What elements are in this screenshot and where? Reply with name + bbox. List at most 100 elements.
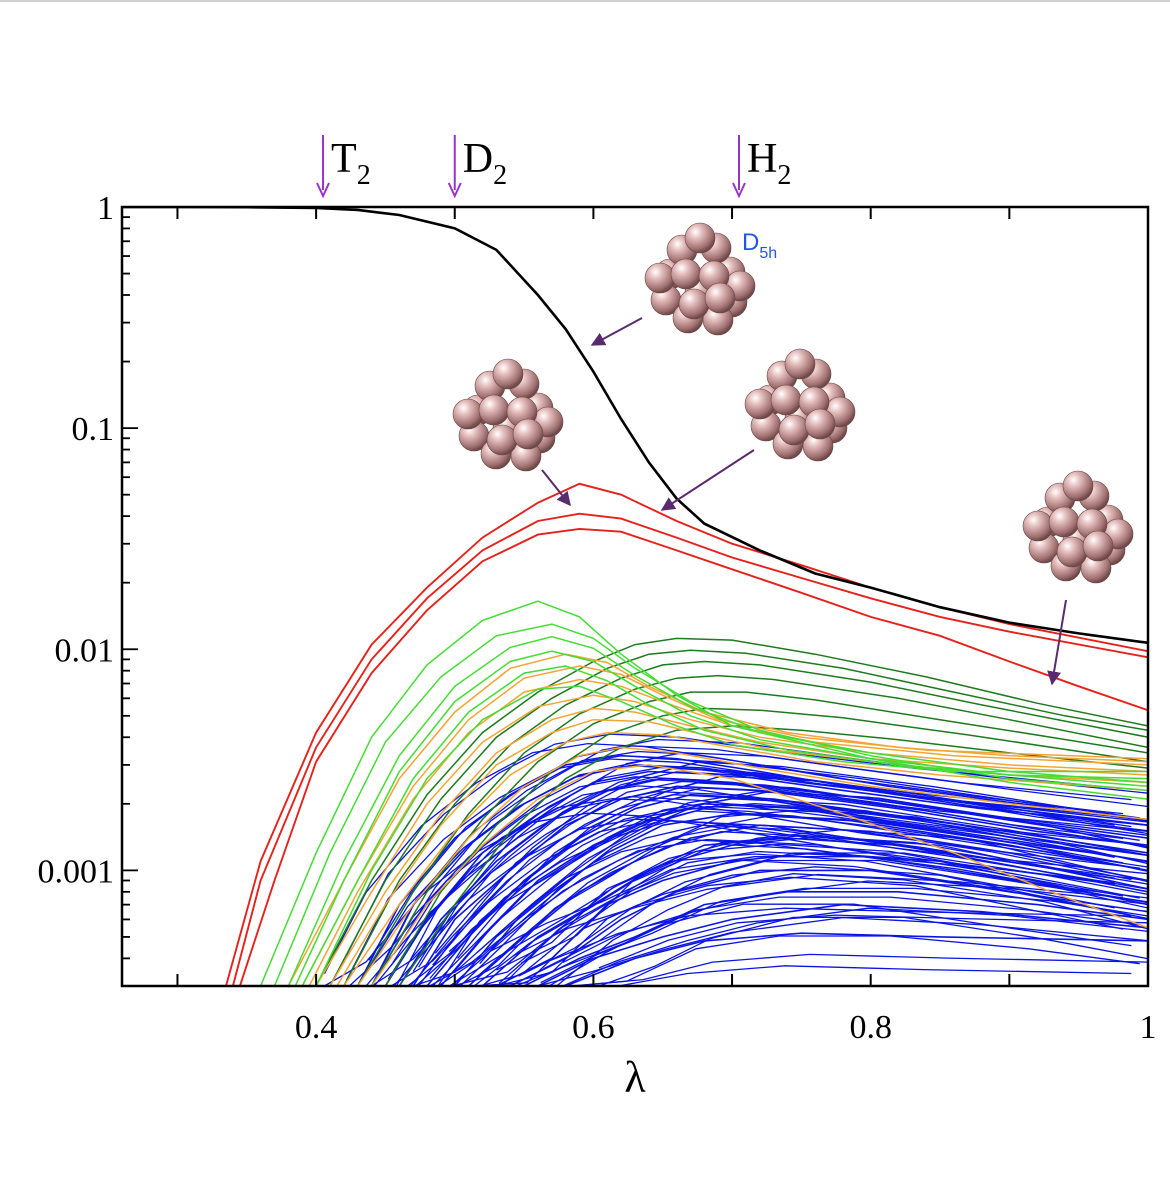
- x-tick-label: 0.6: [572, 1009, 615, 1046]
- series-line-light-green: [273, 623, 1148, 986]
- series-line-blue-fill: [346, 733, 1124, 956]
- symmetry-marker-label: T2: [331, 136, 371, 191]
- series-line-red: [231, 512, 1148, 986]
- series-layer: [122, 207, 1148, 986]
- y-tick-label: 0.1: [72, 411, 115, 448]
- series-line-blue-fill: [573, 953, 1148, 986]
- series-line-blue: [509, 869, 1148, 986]
- series-line-blue-fill: [390, 757, 1140, 967]
- series-line-dark-green: [315, 637, 1148, 986]
- series-line-blue-fill: [521, 829, 1148, 964]
- series-line-blue-fill: [496, 866, 1148, 986]
- atom-sphere: [1022, 510, 1054, 542]
- y-tick-label: 0.001: [38, 853, 115, 890]
- symmetry-marker-label: D2: [463, 136, 507, 191]
- series-line-blue-fill: [323, 742, 1115, 975]
- symmetry-marker-label: H2: [747, 136, 791, 191]
- series-line-blue-fill: [324, 812, 1115, 986]
- marker-arrow-head: [732, 182, 746, 199]
- atom-sphere: [1082, 530, 1114, 562]
- series-line-light-green: [315, 685, 1148, 986]
- series-line-dark-green: [384, 707, 1148, 986]
- x-axis-label: λ: [624, 1053, 646, 1102]
- atom-sphere: [1062, 470, 1094, 502]
- series-line-light-green: [287, 635, 1148, 986]
- atom-sphere: [478, 394, 510, 426]
- atom-sphere: [804, 408, 836, 440]
- series-line-light-green: [294, 650, 1148, 986]
- x-tick-label: 0.8: [849, 1009, 892, 1046]
- cluster-pointer-arrow: [1047, 599, 1067, 686]
- series-line-blue: [481, 837, 1148, 986]
- series-line-blue-fill: [459, 803, 1148, 986]
- top-marker-layer: T2 D2 H2: [316, 135, 791, 199]
- cluster-layer: [452, 222, 1134, 686]
- series-line-orange: [357, 746, 1148, 986]
- atom-sphere: [704, 282, 736, 314]
- d5h-annotation-text: D: [742, 229, 759, 256]
- x-tick-label: 1: [1140, 1009, 1157, 1046]
- cluster-pointer-arrow: [590, 317, 643, 346]
- series-line-blue-fill: [498, 834, 1148, 984]
- series-line-dark-green: [329, 649, 1148, 986]
- series-line-blue: [440, 802, 1148, 986]
- atom-sphere: [744, 388, 776, 420]
- atom-sphere: [1056, 536, 1088, 568]
- series-line-blue-fill: [409, 794, 1132, 986]
- plot-frame: [120, 205, 1150, 988]
- series-line-orange: [308, 678, 1148, 986]
- series-line-blue: [537, 903, 1148, 986]
- atom-sphere: [678, 288, 710, 320]
- series-line-blue-fill: [412, 771, 1148, 972]
- atom-sphere: [770, 384, 802, 416]
- atom-sphere: [452, 398, 484, 430]
- cluster-image-left: [452, 358, 564, 472]
- atom-sphere: [784, 348, 816, 380]
- series-line-blue: [384, 770, 1148, 986]
- series-line-blue-fill: [543, 852, 1148, 970]
- atom-sphere: [1048, 506, 1080, 538]
- atom-sphere: [492, 358, 524, 390]
- series-line-blue: [565, 932, 1148, 986]
- series-line-blue-fill: [512, 873, 1124, 957]
- series-line-blue-fill: [346, 758, 1124, 981]
- series-line-blue-fill: [434, 761, 1148, 954]
- series-line-blue-fill: [515, 896, 1140, 986]
- series-line-blue: [398, 777, 1148, 986]
- atom-sphere: [670, 258, 702, 290]
- atom-sphere: [486, 424, 518, 456]
- marker-arrow-head: [316, 182, 330, 199]
- series-line-blue: [426, 793, 1148, 986]
- tick-layer: 0.4 0.6 0.8 1 1 0.1 0.01 0.001: [38, 190, 1157, 1046]
- marker-arrow-head: [447, 182, 462, 199]
- cluster-pointer-arrow: [660, 449, 755, 511]
- series-line-blue: [496, 852, 1148, 986]
- series-line-orange: [343, 731, 1148, 986]
- series-line-blue-fill: [429, 838, 1124, 986]
- series-line-blue-fill: [451, 859, 1132, 986]
- series-line-blue: [468, 824, 1148, 986]
- series-line-orange: [301, 665, 1148, 986]
- series-line-orange: [370, 764, 1148, 986]
- d5h-annotation: D5h: [742, 229, 777, 262]
- series-line-blue-fill: [549, 965, 1132, 986]
- series-line-blue-fill: [479, 850, 1148, 986]
- series-line-blue-fill: [460, 843, 1148, 986]
- series-line-black: [122, 207, 1148, 645]
- series-line-blue-fill: [562, 907, 1148, 986]
- series-line-blue: [523, 890, 1148, 986]
- series-line-dark-green: [398, 725, 1148, 986]
- cluster-image-right: [744, 348, 856, 462]
- series-line-dark-green: [370, 691, 1148, 986]
- atom-sphere: [684, 222, 716, 254]
- series-line-blue: [454, 813, 1148, 986]
- series-line-blue-fill: [537, 916, 1148, 986]
- series-line-dark-green: [343, 660, 1148, 986]
- atom-sphere: [512, 418, 544, 450]
- cluster-image-d5h: [644, 222, 756, 336]
- series-line-red: [238, 527, 1148, 986]
- series-line-blue: [412, 785, 1148, 986]
- series-line-blue-fill: [548, 907, 1132, 962]
- series-line-light-green: [301, 665, 1148, 986]
